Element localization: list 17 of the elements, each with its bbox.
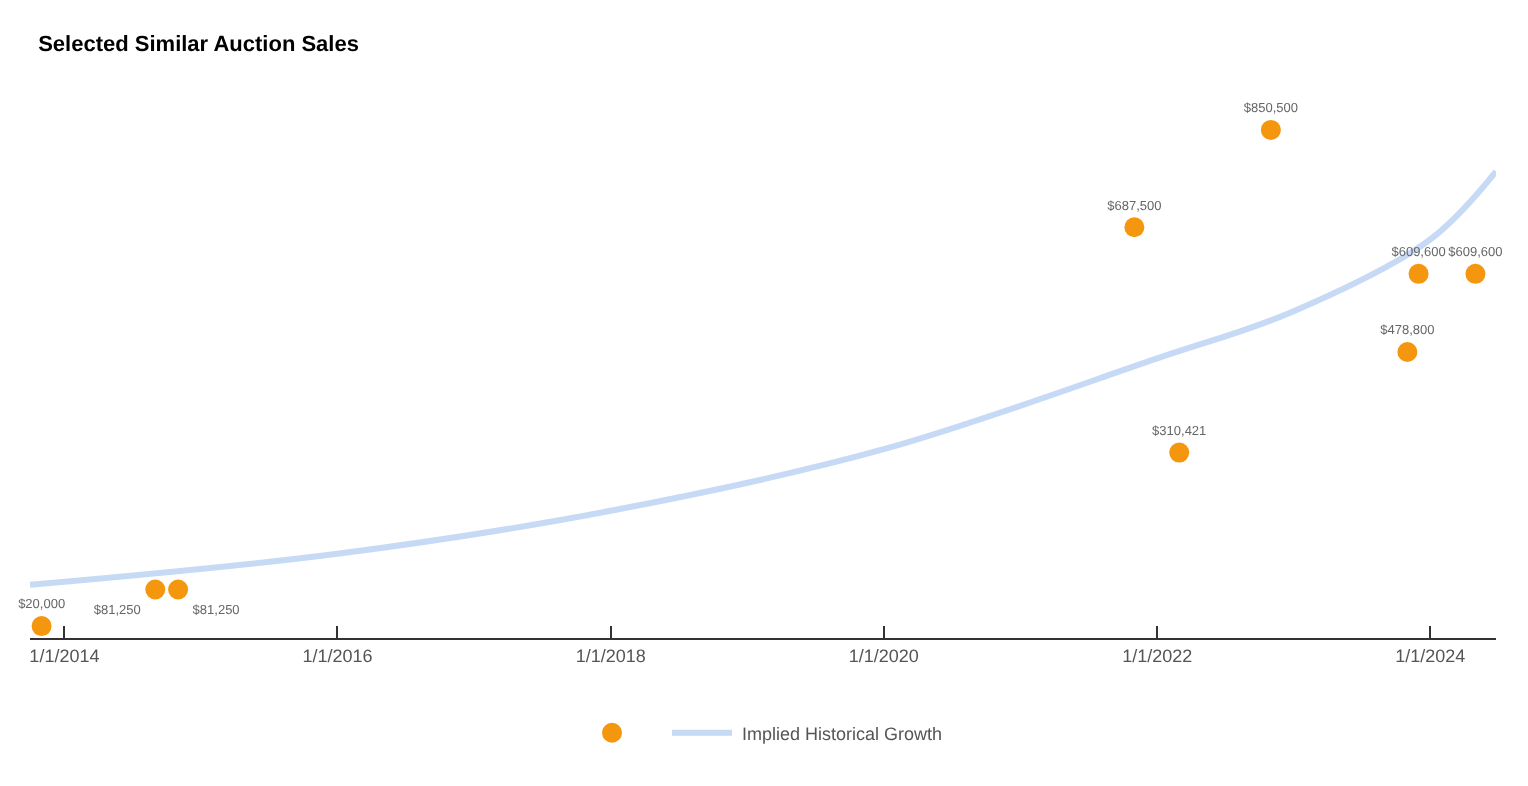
point [168, 579, 189, 600]
point [1408, 263, 1429, 284]
x-tick-label: 1/1/2018 [575, 645, 646, 666]
point [1465, 263, 1486, 284]
x-tick-label: 1/1/2016 [302, 645, 373, 666]
point [31, 616, 52, 637]
legend-label: Implied Historical Growth [742, 723, 943, 744]
point [1169, 442, 1190, 463]
point [1124, 217, 1145, 238]
x-tick-label: 1/1/2020 [848, 645, 919, 666]
x-tick-label: 1/1/2014 [29, 645, 100, 666]
chart-title: Selected Similar Auction Sales [38, 32, 359, 57]
x-tick-label: 1/1/2022 [1122, 645, 1193, 666]
point [145, 579, 166, 600]
point [1397, 341, 1418, 362]
x-tick-label: 1/1/2024 [1395, 645, 1466, 666]
point [1260, 119, 1281, 140]
